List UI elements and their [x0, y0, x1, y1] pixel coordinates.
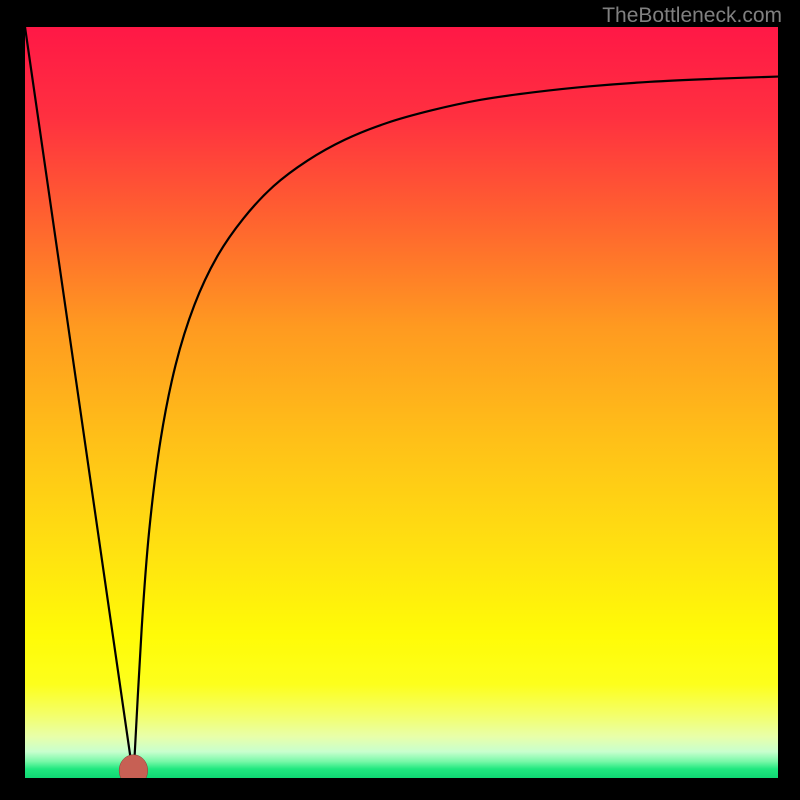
- plot-area: [25, 27, 778, 778]
- plot-svg: [25, 27, 778, 778]
- chart-container: TheBottleneck.com: [0, 0, 800, 800]
- watermark-text: TheBottleneck.com: [602, 4, 782, 28]
- gradient-background: [25, 27, 778, 778]
